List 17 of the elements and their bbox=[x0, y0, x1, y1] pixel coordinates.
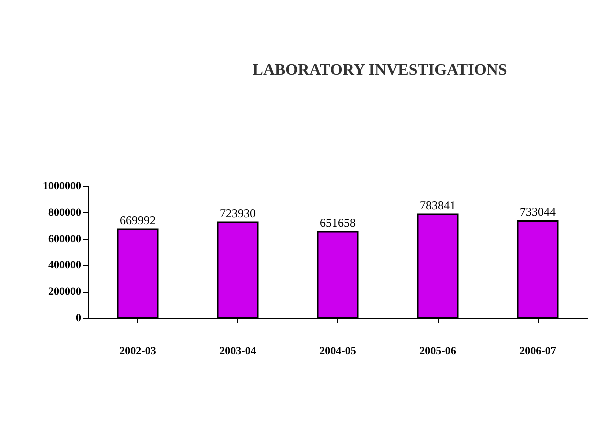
y-tick-label: 600000 bbox=[48, 233, 82, 246]
data-label: 783841 bbox=[420, 198, 456, 213]
data-label: 733044 bbox=[520, 205, 556, 220]
y-tick-label: 800000 bbox=[48, 206, 82, 219]
chart-title: LABORATORY INVESTIGATIONS bbox=[252, 62, 508, 79]
x-tick-label: 2004-05 bbox=[320, 346, 357, 358]
x-tick-label: 2006-07 bbox=[520, 346, 557, 358]
y-tick-label: 1000000 bbox=[43, 180, 82, 192]
y-tick-label: 0 bbox=[76, 312, 82, 324]
data-label: 723930 bbox=[220, 206, 256, 220]
y-tick-label: 400000 bbox=[48, 260, 82, 272]
x-tick-label: 2005-06 bbox=[420, 346, 457, 358]
y-tick-label: 200000 bbox=[48, 286, 82, 298]
x-tick-label: 2003-04 bbox=[220, 346, 257, 358]
data-label: 669992 bbox=[120, 214, 156, 228]
data-label: 651658 bbox=[320, 216, 356, 230]
x-tick-label: 2002-03 bbox=[120, 346, 157, 358]
